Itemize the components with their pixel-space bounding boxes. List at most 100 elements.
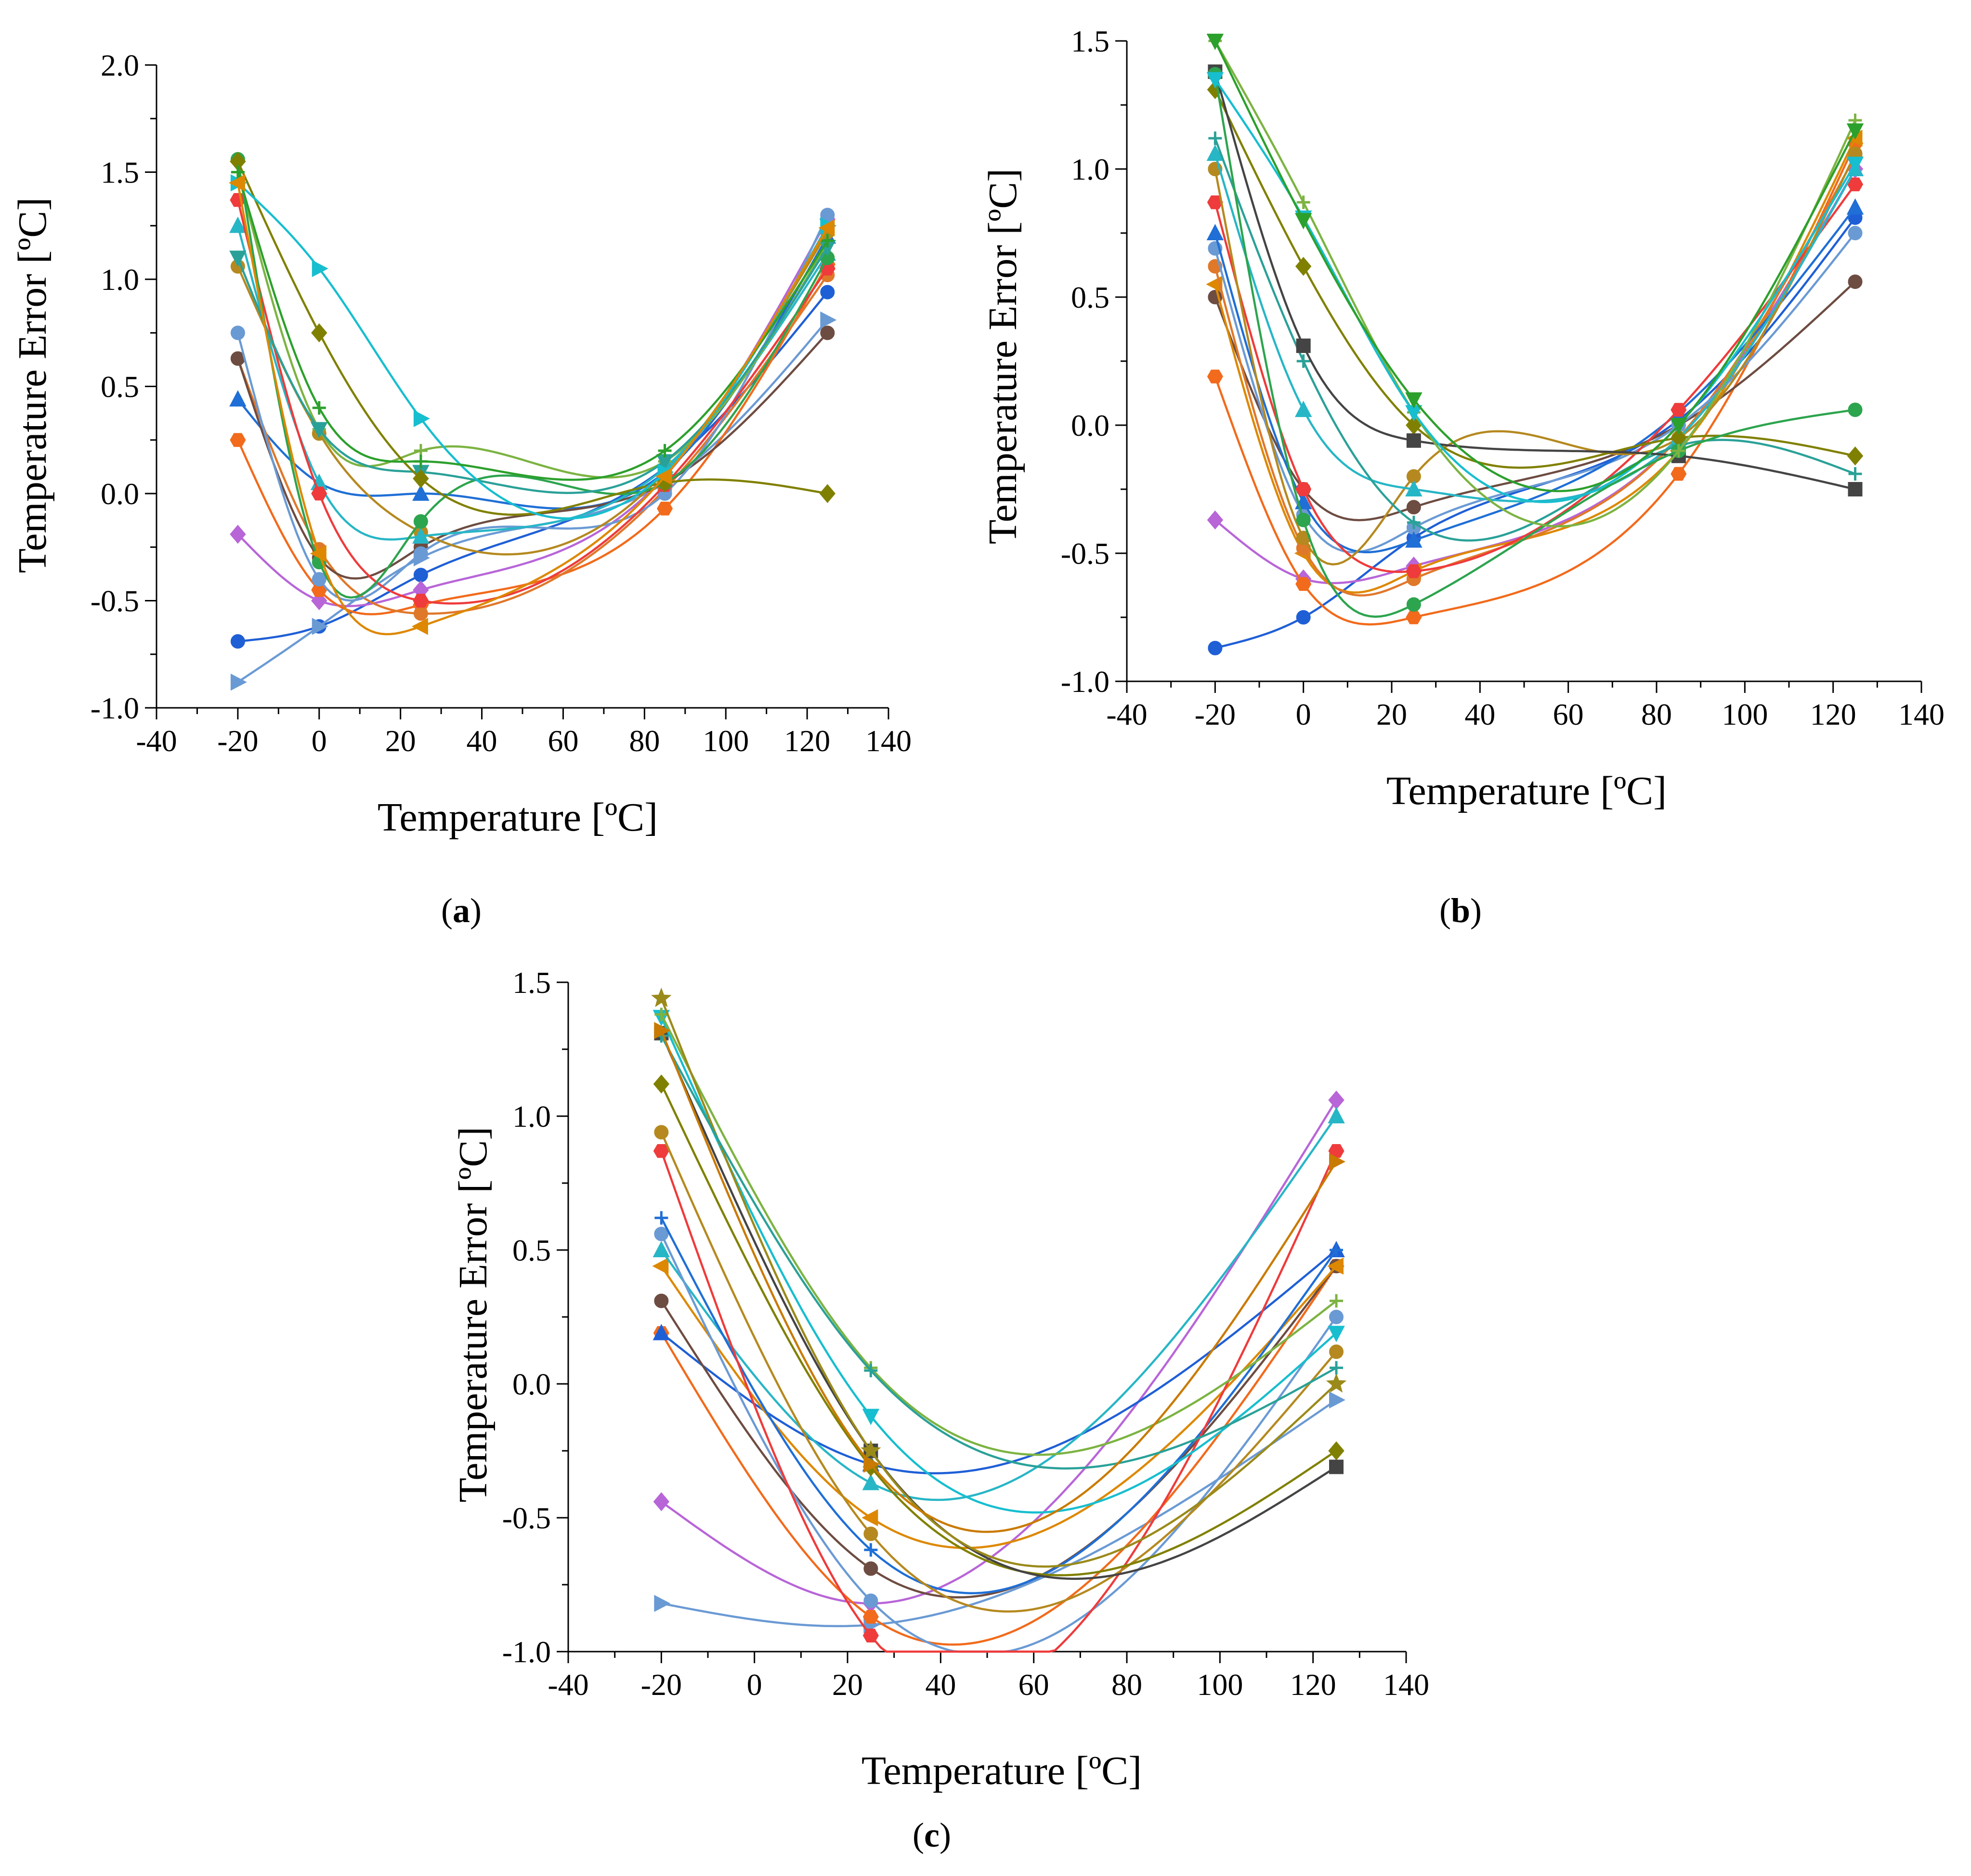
- data-point-s5-0: [654, 1293, 669, 1308]
- series-line-s13: [1214, 89, 1855, 469]
- x-tick-label: 120: [1810, 697, 1856, 731]
- y-tick-label: -0.5: [1061, 536, 1110, 571]
- x-tick-label: 20: [832, 1668, 863, 1702]
- x-tick-label: 140: [1383, 1668, 1429, 1702]
- chart-panel-a: -40 -20 0 20 40 60 80 100 120 140 -1.0 -0.5 0.0 0.5 1.…: [10, 48, 912, 930]
- data-point-s17-0: [231, 165, 245, 179]
- x-tick-label: 120: [1290, 1668, 1336, 1702]
- data-point-s3-2: [1406, 610, 1422, 625]
- data-point-s2-0: [653, 1492, 670, 1511]
- data-point-s4-0: [230, 433, 246, 447]
- data-point-s1-0: [654, 1595, 671, 1612]
- series-line-s11: [236, 199, 829, 605]
- series-line-s15: [1214, 74, 1855, 618]
- data-point-s11-0: [1206, 144, 1224, 161]
- data-point-s12-1: [1296, 354, 1310, 368]
- data-point-s1-4: [820, 285, 835, 300]
- series-s18: [1206, 34, 1864, 493]
- data-point-s7-4: [1848, 226, 1863, 240]
- x-tick-label: 0: [747, 1668, 762, 1702]
- series-line-s17: [1214, 78, 1856, 503]
- data-point-s4-0: [653, 1324, 670, 1341]
- data-point-s11-1: [311, 486, 327, 501]
- data-point-s17-1: [312, 401, 326, 415]
- series-s16: [651, 987, 1347, 1568]
- x-tick-label: 80: [629, 724, 660, 758]
- series-line-s14: [660, 1016, 1337, 1514]
- data-point-s15-2: [413, 469, 429, 488]
- series-line-s11: [660, 1132, 1337, 1613]
- series-line-s2: [660, 1099, 1337, 1605]
- x-tick-label: 20: [1376, 697, 1407, 731]
- panel-caption-b: (b): [1439, 891, 1482, 930]
- y-tick-label: -1.0: [1061, 664, 1110, 699]
- y-tick-label: -0.5: [502, 1501, 551, 1535]
- panel-caption-c: (c): [913, 1816, 951, 1854]
- data-point-s14-0: [229, 250, 247, 267]
- data-point-s18-3: [1670, 418, 1687, 434]
- series-line-s10: [660, 1150, 1338, 1653]
- y-tick-label: -1.0: [502, 1635, 551, 1669]
- data-point-s9-3: [1671, 403, 1687, 417]
- series-s14: [653, 1010, 1345, 1514]
- data-point-s2-4: [820, 311, 837, 329]
- y-tick-label: 0.5: [1071, 280, 1110, 314]
- data-point-s16-2: [1326, 1373, 1347, 1393]
- data-point-s14-1: [311, 422, 328, 439]
- data-point-s3-3: [1671, 467, 1687, 481]
- data-point-s8-0: [230, 326, 245, 340]
- series-s9: [230, 225, 835, 556]
- data-point-s2-0: [230, 673, 247, 691]
- x-tick-label: -40: [136, 724, 177, 758]
- series-line-s3: [660, 1265, 1337, 1646]
- y-tick-label: -1.0: [91, 691, 139, 725]
- y-axis-title-a: Temperature Error [ºC]: [10, 197, 55, 573]
- series-s7: [230, 326, 835, 580]
- x-tick-label: 0: [1296, 697, 1311, 731]
- series-line-s17: [236, 171, 829, 481]
- data-point-s15-0: [654, 1007, 668, 1021]
- series-s6: [652, 1257, 1344, 1549]
- x-tick-label: 60: [548, 724, 578, 758]
- data-point-s15-2: [1406, 597, 1421, 612]
- y-tick-label: 0.0: [101, 477, 139, 511]
- data-point-s17-4: [821, 234, 835, 248]
- data-point-s2-2: [1328, 1090, 1344, 1110]
- data-point-s13-1: [1295, 257, 1312, 276]
- data-point-s8-2: [413, 546, 428, 561]
- series-line-s18: [236, 182, 829, 636]
- data-point-s18-2: [1405, 392, 1423, 409]
- series-s11: [1206, 144, 1864, 503]
- data-point-s17-2: [414, 455, 428, 469]
- data-point-s9-2: [1330, 1243, 1343, 1257]
- x-tick-label: 20: [385, 724, 416, 758]
- series-line-s4: [1214, 281, 1856, 521]
- data-point-s11-0: [654, 1125, 669, 1140]
- data-point-s8-0: [654, 1226, 669, 1241]
- data-point-s3-0: [1207, 369, 1223, 384]
- data-point-s1-2: [1329, 1391, 1345, 1409]
- x-tick-label: -40: [1106, 697, 1147, 731]
- series-line-s16: [237, 182, 829, 520]
- series-line-s12: [236, 171, 829, 479]
- data-point-s10-0: [229, 216, 247, 233]
- x-tick-label: 40: [467, 724, 497, 758]
- series-line-s7: [660, 1115, 1337, 1501]
- data-point-s4-4: [1848, 274, 1863, 289]
- data-point-s17-3: [658, 444, 672, 457]
- series-s13: [1207, 80, 1864, 469]
- data-point-s18-1: [310, 545, 326, 562]
- series-line-s15: [660, 1014, 1337, 1456]
- series-s9: [654, 1211, 1343, 1594]
- series-s16: [230, 174, 837, 520]
- x-tick-label: 100: [703, 724, 749, 758]
- series-s17: [231, 165, 835, 481]
- data-point-s11-2: [1329, 1344, 1344, 1359]
- data-point-s6-1: [861, 1509, 878, 1526]
- y-tick-label: 0.5: [512, 1233, 551, 1267]
- data-point-s15-1: [1296, 512, 1311, 527]
- data-point-s8-2: [1405, 531, 1423, 548]
- series-line-s18: [1214, 40, 1856, 493]
- series-s15: [654, 1007, 1343, 1456]
